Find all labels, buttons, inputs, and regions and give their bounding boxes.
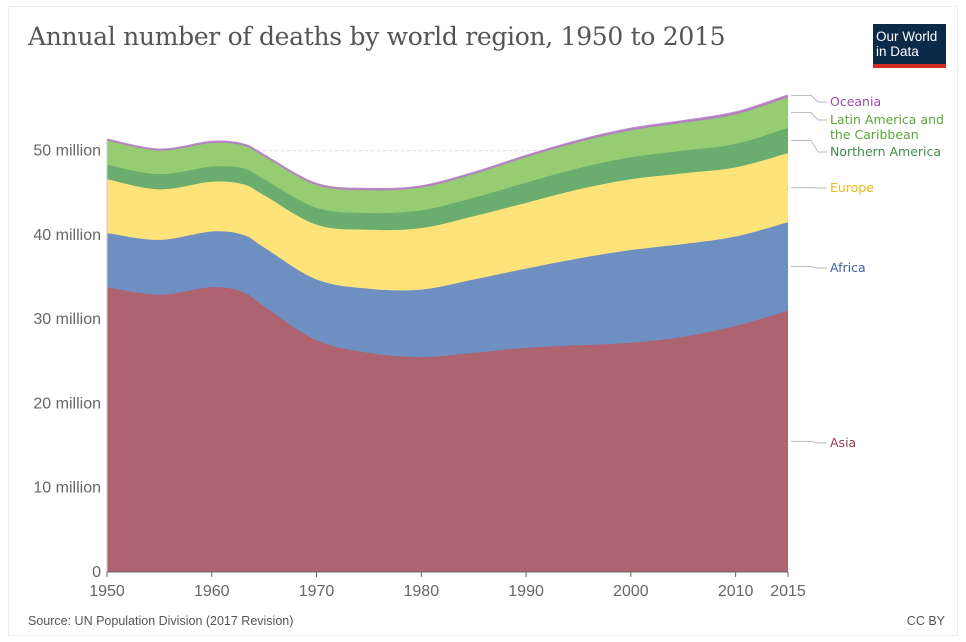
owid-logo[interactable]: Our World in Data [873, 24, 946, 68]
series-areas [106, 94, 789, 572]
x-tick-label: 1990 [508, 583, 544, 600]
source-note: Source: UN Population Division (2017 Rev… [28, 614, 294, 628]
x-tick-label: 2010 [718, 583, 754, 600]
series-area-latin-america-and-the-caribbean[interactable] [107, 97, 788, 214]
license-link[interactable]: CC BY [906, 614, 945, 628]
series-label-africa[interactable]: Africa [830, 260, 866, 275]
series-label-latin-america-and-the-caribbean[interactable]: Latin America and the Caribbean [830, 112, 944, 142]
label-leader-line [791, 139, 827, 153]
label-leader-line [791, 440, 827, 444]
logo-line-2: in Data [876, 44, 919, 59]
x-tick-label: 2015 [770, 583, 806, 600]
x-tick-label: 1960 [194, 583, 230, 600]
y-tick-label: 50 million [33, 143, 101, 160]
series-label-asia[interactable]: Asia [830, 435, 856, 450]
label-leader-line [791, 94, 827, 103]
y-tick-label: 20 million [33, 395, 101, 412]
y-tick-label: 30 million [33, 311, 101, 328]
y-tick-label: 40 million [33, 227, 101, 244]
label-leader-line [791, 265, 827, 269]
logo-accent-bar [873, 64, 946, 68]
series-labels: Asia Africa Europe Northern America Latin Am… [791, 94, 944, 450]
x-axis-ticks: 1950 1960 1970 1980 1990 2000 2010 2015 [89, 572, 806, 600]
series-edge [106, 94, 789, 191]
x-tick-label: 1970 [299, 583, 335, 600]
series-area-europe[interactable] [107, 153, 788, 291]
y-axis-ticks: 0 10 million 20 million 30 million 40 millio… [33, 143, 101, 581]
logo-line-1: Our World [876, 29, 938, 44]
series-area-africa[interactable] [107, 222, 788, 358]
chart-title: Annual number of deaths by world region,… [28, 22, 726, 51]
x-tick-label: 2000 [613, 583, 649, 600]
x-tick-label: 1980 [404, 583, 440, 600]
series-area-asia[interactable] [107, 287, 788, 572]
series-label-oceania[interactable]: Oceania [830, 94, 881, 109]
label-leader-line [791, 112, 827, 121]
series-label-northern-america[interactable]: Northern America [830, 144, 941, 159]
y-tick-label: 0 [92, 564, 101, 581]
series-label-europe[interactable]: Europe [830, 180, 874, 195]
y-tick-label: 10 million [33, 480, 101, 497]
x-tick-label: 1950 [89, 583, 125, 600]
axes [106, 140, 788, 573]
series-area-northern-america[interactable] [107, 127, 788, 231]
